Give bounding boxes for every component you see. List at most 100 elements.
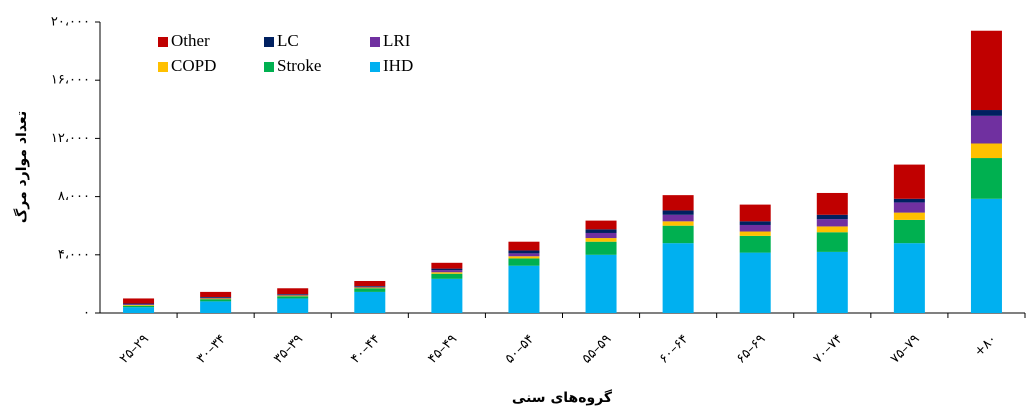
bar-segment	[970, 115, 1002, 144]
bar-segment	[277, 288, 309, 295]
bar-segment	[354, 287, 386, 289]
bar-segment	[508, 256, 540, 259]
y-tick-label: ۰	[83, 306, 90, 321]
bar-segment	[354, 280, 386, 287]
bar-segment	[431, 273, 463, 279]
legend-swatch	[370, 37, 380, 47]
x-tick-label: ۳۵–۳۹	[271, 332, 306, 367]
bar-segment	[893, 164, 925, 199]
bar-segment	[431, 270, 463, 273]
bar-segment	[662, 221, 694, 226]
bar-segment	[739, 224, 771, 232]
bar-segment	[585, 241, 617, 255]
bar-segment	[662, 214, 694, 222]
x-tick-label: ۵۰–۵۴	[502, 332, 537, 367]
bar-segment	[277, 294, 309, 295]
bar-segment	[123, 305, 155, 308]
bar-segment	[662, 195, 694, 211]
x-tick-label: +۸۰	[972, 332, 1000, 360]
bar-segment	[816, 214, 848, 220]
bar-segment	[739, 204, 771, 222]
bar-segment	[277, 298, 309, 313]
legend-label: LRI	[383, 31, 411, 50]
legend-swatch	[370, 62, 380, 72]
bar-segment	[200, 291, 232, 297]
legend-swatch	[158, 62, 168, 72]
bar-segment	[200, 301, 232, 313]
bar-segment	[893, 212, 925, 220]
x-tick-label: ۷۵–۷۹	[888, 332, 923, 367]
bar-segment	[508, 258, 540, 266]
bar-segment	[970, 198, 1002, 313]
legend-label: Stroke	[277, 56, 321, 75]
bar-segment	[585, 254, 617, 313]
bar-segment	[816, 232, 848, 252]
bar-segment	[508, 253, 540, 257]
y-tick-label: ۸،۰۰۰	[58, 189, 90, 204]
bar-segment	[585, 220, 617, 230]
legend-label: COPD	[171, 56, 216, 75]
bar-segment	[970, 110, 1002, 116]
legend-label: LC	[277, 31, 299, 50]
x-tick-label: ۶۰–۶۴	[656, 332, 691, 367]
bar-segment	[893, 219, 925, 244]
bar-segment	[816, 251, 848, 313]
legend-label: IHD	[383, 56, 413, 75]
bar-segment	[585, 238, 617, 242]
bar-segment	[123, 307, 155, 313]
bar-segment	[893, 243, 925, 313]
legend-swatch	[158, 37, 168, 47]
bar-segment	[200, 296, 232, 298]
legend-swatch	[264, 37, 274, 47]
bar-segment	[508, 265, 540, 313]
bar-segment	[123, 303, 155, 305]
bar-segment	[354, 286, 386, 287]
bar-segment	[200, 299, 232, 302]
bar-segment	[739, 221, 771, 225]
bar-segment	[200, 297, 232, 299]
bar-segment	[431, 262, 463, 269]
bar-segment	[431, 278, 463, 313]
x-tick-label: ۲۵–۲۹	[117, 332, 152, 367]
bar-segment	[277, 295, 309, 297]
y-axis-label: تعداد موارد مرگ	[13, 111, 30, 223]
bar-segment	[739, 231, 771, 236]
bar-segment	[585, 229, 617, 233]
bar-segment	[816, 192, 848, 215]
x-tick-label: ۴۰–۴۴	[348, 332, 383, 367]
bar-segment	[970, 30, 1002, 111]
x-tick-label: ۷۰–۷۴	[811, 332, 846, 367]
bar-segment	[431, 272, 463, 274]
bar-segment	[970, 143, 1002, 159]
bar-segment	[739, 235, 771, 253]
bar-segment	[431, 268, 463, 271]
bar-segment	[893, 198, 925, 203]
bar-segment	[277, 294, 309, 296]
bar-segment	[662, 210, 694, 215]
x-tick-label: ۵۵–۵۹	[579, 332, 614, 367]
bar-segment	[123, 304, 155, 306]
y-tick-label: ۱۲،۰۰۰	[51, 131, 90, 146]
bar-segment	[277, 296, 309, 299]
bar-segment	[123, 304, 155, 305]
bar-segment	[970, 158, 1002, 199]
bar-segment	[893, 202, 925, 213]
bar-segment	[508, 241, 540, 251]
bar-segment	[585, 232, 617, 239]
legend-label: Other	[171, 31, 210, 50]
y-tick-label: ۲۰،۰۰۰	[51, 15, 90, 30]
bar-segment	[354, 291, 386, 313]
bar-segment	[508, 250, 540, 254]
bar-segment	[354, 286, 386, 288]
bar-segment	[662, 243, 694, 313]
x-tick-label: ۶۵–۶۹	[734, 332, 769, 367]
bar-segment	[200, 298, 232, 300]
bar-segment	[662, 225, 694, 244]
bar-segment	[816, 226, 848, 233]
bar-segment	[123, 298, 155, 304]
x-axis-label: گروه‌های سنی	[512, 389, 613, 406]
bar-segment	[354, 288, 386, 292]
legend-swatch	[264, 62, 274, 72]
x-tick-label: ۴۵–۴۹	[425, 332, 460, 367]
